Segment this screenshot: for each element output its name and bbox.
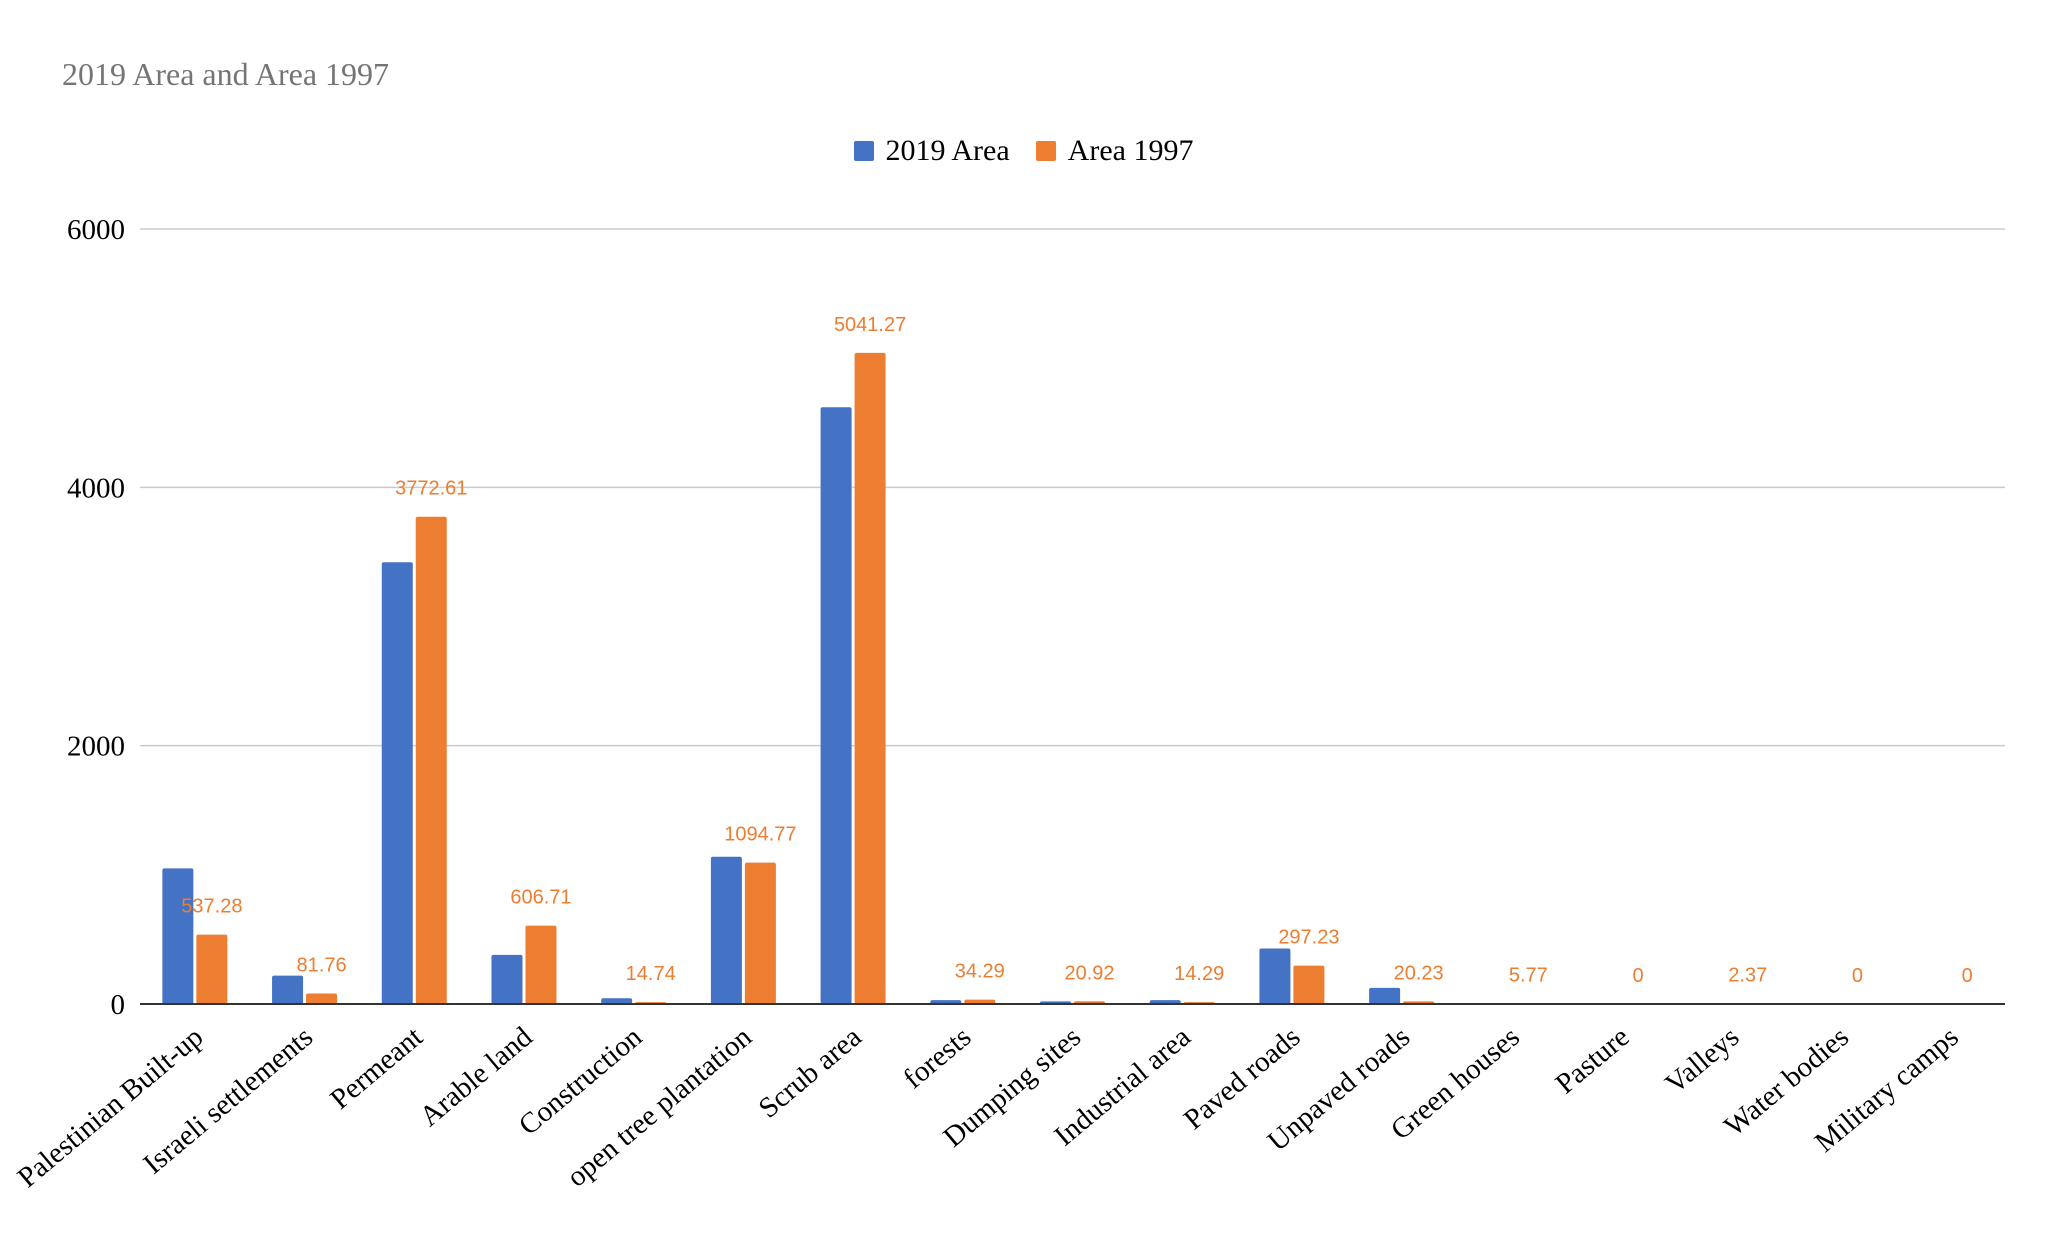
data-label: 0	[1632, 965, 1643, 987]
data-label: 537.28	[181, 896, 242, 918]
data-label: 20.92	[1064, 962, 1114, 984]
bar-2019-area	[820, 407, 852, 1004]
legend-item-2019-area: 2019 Area	[853, 134, 1010, 168]
legend-swatch-area-1997	[1035, 141, 1056, 161]
x-tick-label: open tree plantation	[561, 1021, 758, 1194]
x-tick-label: Valleys	[1659, 1021, 1745, 1100]
data-label: 20.23	[1394, 962, 1444, 984]
bar-2019-area	[1369, 987, 1401, 1004]
y-tick-label: 4000	[67, 472, 125, 504]
data-label: 2.37	[1728, 965, 1767, 987]
data-label: 5041.27	[834, 314, 906, 336]
bar-2019-area	[162, 868, 194, 1004]
bar-area-1997	[744, 862, 776, 1004]
y-tick-label: 2000	[67, 731, 125, 763]
bar-2019-area	[272, 975, 304, 1004]
bar-2019-area	[601, 998, 633, 1004]
data-label: 34.29	[955, 961, 1005, 983]
data-label: 1094.77	[724, 824, 796, 846]
bar-area-1997	[306, 993, 338, 1004]
bar-2019-area	[491, 954, 523, 1004]
data-label: 297.23	[1278, 927, 1339, 949]
x-tick-label: forests	[897, 1021, 977, 1095]
data-label: 81.76	[297, 954, 347, 976]
legend: 2019 Area Area 1997	[0, 134, 2047, 168]
bar-area-1997	[415, 516, 447, 1004]
bar-2019-area	[1259, 948, 1291, 1004]
data-label: 3772.61	[395, 478, 467, 500]
bar-area-1997	[1293, 965, 1325, 1004]
data-label: 606.71	[510, 887, 571, 909]
data-label: 0	[1852, 965, 1863, 987]
bar-area-1997	[196, 934, 228, 1004]
legend-swatch-2019-area	[853, 141, 874, 161]
bar-2019-area	[710, 856, 742, 1004]
bar-2019-area	[381, 562, 413, 1004]
bar-area-1997	[854, 352, 886, 1005]
legend-label-area-1997: Area 1997	[1067, 134, 1194, 167]
data-label: 5.77	[1509, 964, 1548, 986]
data-label: 0	[1962, 965, 1973, 987]
x-tick-label: Permeant	[324, 1021, 428, 1116]
x-tick-label: Scrub area	[753, 1021, 868, 1125]
data-label: 14.74	[626, 963, 676, 985]
data-label: 14.29	[1174, 963, 1224, 985]
x-tick-label: Palestinian Built-up	[12, 1021, 210, 1194]
legend-item-area-1997: Area 1997	[1035, 134, 1194, 168]
y-tick-label: 0	[111, 989, 126, 1021]
x-tick-label: Pasture	[1550, 1021, 1636, 1100]
chart-title: 2019 Area and Area 1997	[62, 56, 390, 92]
y-tick-label: 6000	[67, 214, 125, 246]
legend-label-2019-area: 2019 Area	[885, 134, 1010, 167]
bar-area-1997	[525, 925, 557, 1004]
bar-area-1997	[964, 999, 996, 1004]
